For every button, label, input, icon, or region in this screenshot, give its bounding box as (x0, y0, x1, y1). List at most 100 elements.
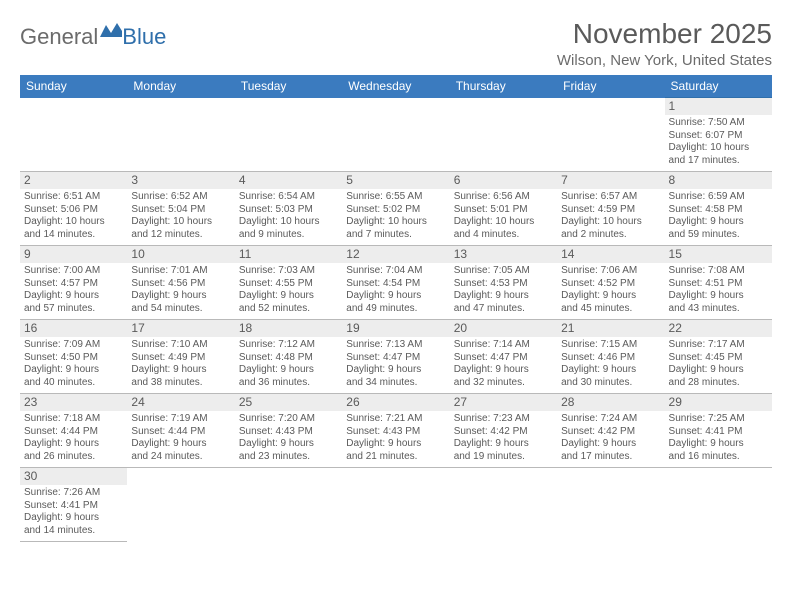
weekday-header: Saturday (665, 75, 772, 98)
sunset-line: Sunset: 4:59 PM (561, 204, 660, 217)
calendar-page: GeneralBlue November 2025 Wilson, New Yo… (0, 0, 792, 612)
sunset-line: Sunset: 4:44 PM (131, 426, 230, 439)
day-number: 12 (342, 246, 449, 263)
sunrise-line: Sunrise: 7:03 AM (239, 265, 338, 278)
day-number: 30 (20, 468, 127, 485)
calendar-day-cell: 30Sunrise: 7:26 AMSunset: 4:41 PMDayligh… (20, 468, 127, 542)
flag-icon (100, 23, 122, 39)
sunset-line: Sunset: 4:41 PM (24, 500, 123, 513)
calendar-day-cell: 6Sunrise: 6:56 AMSunset: 5:01 PMDaylight… (450, 172, 557, 246)
calendar-day-cell (665, 468, 772, 542)
daylight-line: Daylight: 9 hours (24, 364, 123, 377)
weekday-header: Monday (127, 75, 234, 98)
calendar-week-row: 30Sunrise: 7:26 AMSunset: 4:41 PMDayligh… (20, 468, 772, 542)
sunrise-line: Sunrise: 7:06 AM (561, 265, 660, 278)
sunrise-line: Sunrise: 7:17 AM (669, 339, 768, 352)
day-number: 16 (20, 320, 127, 337)
daylight-line: and 16 minutes. (669, 451, 768, 464)
weekday-header: Sunday (20, 75, 127, 98)
sunset-line: Sunset: 4:42 PM (561, 426, 660, 439)
calendar-day-cell: 10Sunrise: 7:01 AMSunset: 4:56 PMDayligh… (127, 246, 234, 320)
daylight-line: Daylight: 10 hours (131, 216, 230, 229)
sunrise-line: Sunrise: 6:54 AM (239, 191, 338, 204)
sunrise-line: Sunrise: 6:55 AM (346, 191, 445, 204)
calendar-day-cell: 19Sunrise: 7:13 AMSunset: 4:47 PMDayligh… (342, 320, 449, 394)
calendar-day-cell: 25Sunrise: 7:20 AMSunset: 4:43 PMDayligh… (235, 394, 342, 468)
daylight-line: and 40 minutes. (24, 377, 123, 390)
calendar-day-cell: 29Sunrise: 7:25 AMSunset: 4:41 PMDayligh… (665, 394, 772, 468)
daylight-line: Daylight: 9 hours (239, 438, 338, 451)
daylight-line: and 24 minutes. (131, 451, 230, 464)
sunrise-line: Sunrise: 6:52 AM (131, 191, 230, 204)
sunrise-line: Sunrise: 7:18 AM (24, 413, 123, 426)
calendar-day-cell: 14Sunrise: 7:06 AMSunset: 4:52 PMDayligh… (557, 246, 664, 320)
calendar-day-cell: 20Sunrise: 7:14 AMSunset: 4:47 PMDayligh… (450, 320, 557, 394)
daylight-line: Daylight: 9 hours (346, 364, 445, 377)
sunrise-line: Sunrise: 7:24 AM (561, 413, 660, 426)
sunset-line: Sunset: 5:06 PM (24, 204, 123, 217)
day-number: 20 (450, 320, 557, 337)
daylight-line: Daylight: 10 hours (239, 216, 338, 229)
calendar-week-row: 2Sunrise: 6:51 AMSunset: 5:06 PMDaylight… (20, 172, 772, 246)
day-number: 3 (127, 172, 234, 189)
daylight-line: Daylight: 10 hours (454, 216, 553, 229)
sunset-line: Sunset: 5:04 PM (131, 204, 230, 217)
daylight-line: and 12 minutes. (131, 229, 230, 242)
sunrise-line: Sunrise: 7:00 AM (24, 265, 123, 278)
calendar-day-cell: 4Sunrise: 6:54 AMSunset: 5:03 PMDaylight… (235, 172, 342, 246)
sunrise-line: Sunrise: 7:23 AM (454, 413, 553, 426)
sunset-line: Sunset: 4:58 PM (669, 204, 768, 217)
day-number: 27 (450, 394, 557, 411)
sunset-line: Sunset: 4:55 PM (239, 278, 338, 291)
calendar-day-cell (342, 98, 449, 172)
daylight-line: and 52 minutes. (239, 303, 338, 316)
sunset-line: Sunset: 4:45 PM (669, 352, 768, 365)
day-number: 8 (665, 172, 772, 189)
calendar-day-cell: 17Sunrise: 7:10 AMSunset: 4:49 PMDayligh… (127, 320, 234, 394)
calendar-day-cell: 5Sunrise: 6:55 AMSunset: 5:02 PMDaylight… (342, 172, 449, 246)
day-number: 17 (127, 320, 234, 337)
calendar-day-cell: 28Sunrise: 7:24 AMSunset: 4:42 PMDayligh… (557, 394, 664, 468)
daylight-line: and 17 minutes. (561, 451, 660, 464)
daylight-line: and 21 minutes. (346, 451, 445, 464)
sunset-line: Sunset: 4:47 PM (346, 352, 445, 365)
sunset-line: Sunset: 4:51 PM (669, 278, 768, 291)
calendar-day-cell: 11Sunrise: 7:03 AMSunset: 4:55 PMDayligh… (235, 246, 342, 320)
day-number: 5 (342, 172, 449, 189)
page-title: November 2025 (557, 18, 772, 50)
daylight-line: and 36 minutes. (239, 377, 338, 390)
calendar-day-cell (20, 98, 127, 172)
daylight-line: Daylight: 9 hours (669, 364, 768, 377)
daylight-line: Daylight: 9 hours (561, 290, 660, 303)
calendar-day-cell: 26Sunrise: 7:21 AMSunset: 4:43 PMDayligh… (342, 394, 449, 468)
sunset-line: Sunset: 4:52 PM (561, 278, 660, 291)
sunrise-line: Sunrise: 7:25 AM (669, 413, 768, 426)
daylight-line: and 38 minutes. (131, 377, 230, 390)
sunrise-line: Sunrise: 7:50 AM (669, 117, 768, 130)
weekday-header: Thursday (450, 75, 557, 98)
calendar-day-cell: 3 Sunrise: 6:52 AMSunset: 5:04 PMDaylight… (127, 172, 234, 246)
daylight-line: and 14 minutes. (24, 525, 123, 538)
day-number: 24 (127, 394, 234, 411)
calendar-day-cell (557, 468, 664, 542)
calendar-day-cell (450, 98, 557, 172)
sunrise-line: Sunrise: 7:14 AM (454, 339, 553, 352)
calendar-day-cell: 21Sunrise: 7:15 AMSunset: 4:46 PMDayligh… (557, 320, 664, 394)
day-number: 11 (235, 246, 342, 263)
calendar-day-cell: 24Sunrise: 7:19 AMSunset: 4:44 PMDayligh… (127, 394, 234, 468)
weekday-header: Tuesday (235, 75, 342, 98)
calendar-day-cell: 8Sunrise: 6:59 AMSunset: 4:58 PMDaylight… (665, 172, 772, 246)
sunset-line: Sunset: 4:42 PM (454, 426, 553, 439)
daylight-line: and 19 minutes. (454, 451, 553, 464)
daylight-line: and 57 minutes. (24, 303, 123, 316)
calendar-day-cell (450, 468, 557, 542)
sunset-line: Sunset: 4:41 PM (669, 426, 768, 439)
calendar-day-cell (342, 468, 449, 542)
calendar-day-cell: 22Sunrise: 7:17 AMSunset: 4:45 PMDayligh… (665, 320, 772, 394)
calendar-day-cell: 9Sunrise: 7:00 AMSunset: 4:57 PMDaylight… (20, 246, 127, 320)
sunset-line: Sunset: 4:57 PM (24, 278, 123, 291)
calendar-body: 1Sunrise: 7:50 AMSunset: 6:07 PMDaylight… (20, 98, 772, 542)
day-number: 10 (127, 246, 234, 263)
sunrise-line: Sunrise: 7:04 AM (346, 265, 445, 278)
calendar-day-cell: 2Sunrise: 6:51 AMSunset: 5:06 PMDaylight… (20, 172, 127, 246)
